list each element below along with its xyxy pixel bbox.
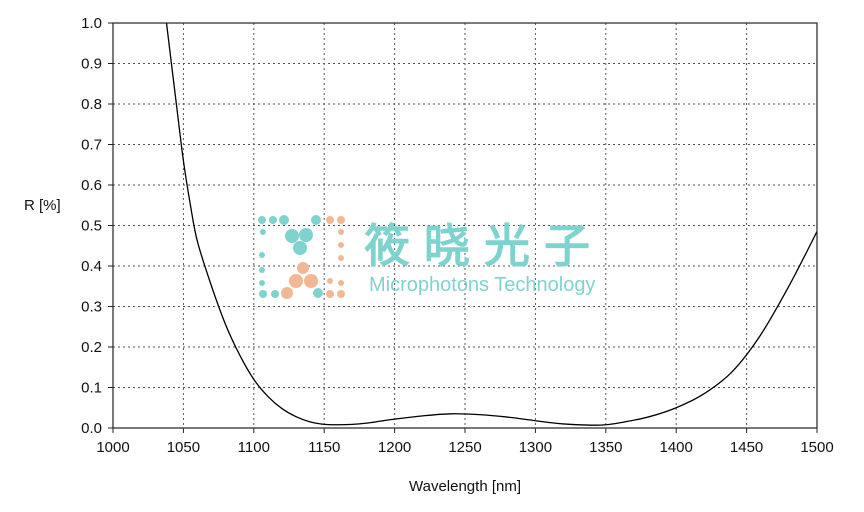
- y-tick-label: 0.4: [81, 258, 102, 275]
- watermark-english-text: Microphotons Technology: [369, 274, 595, 296]
- y-tick-label: 0.8: [81, 96, 102, 113]
- grid-lines: [113, 23, 817, 428]
- watermark-dot: [258, 216, 266, 224]
- x-tick-label: 1050: [167, 439, 200, 456]
- watermark-logo: 筱晓光子 Microphotons Technology: [258, 215, 604, 299]
- watermark-dot: [337, 216, 345, 224]
- x-axis-label: Wavelength [nm]: [409, 478, 521, 495]
- watermark-dot: [285, 229, 299, 243]
- watermark-dot: [338, 255, 344, 261]
- watermark-dot: [259, 280, 265, 286]
- watermark-dot: [297, 262, 309, 274]
- watermark-chinese-text: 筱晓光子: [364, 219, 604, 273]
- x-tick-label: 1300: [519, 439, 552, 456]
- watermark-dot: [299, 228, 313, 242]
- watermark-dot: [327, 278, 333, 284]
- watermark-dot: [313, 288, 323, 298]
- y-tick-label: 1.0: [81, 15, 102, 32]
- watermark-dot: [337, 290, 345, 298]
- x-axis-ticks: 1000 1050 1100 1150 1200 1250 1300 1350 1400 1450…: [96, 428, 834, 456]
- watermark-dot: [259, 290, 267, 298]
- watermark-dot: [279, 215, 289, 225]
- watermark-dot: [281, 287, 293, 299]
- x-tick-label: 1150: [308, 439, 340, 456]
- watermark-dot: [338, 229, 344, 235]
- x-tick-label: 1250: [448, 439, 481, 456]
- y-axis-label: R [%]: [24, 197, 61, 214]
- y-tick-label: 0.1: [81, 380, 102, 397]
- watermark-dot: [271, 290, 279, 298]
- y-tick-label: 0.9: [81, 56, 102, 73]
- watermark-dot: [338, 242, 344, 248]
- watermark-dot: [311, 215, 321, 225]
- y-tick-label: 0.0: [81, 420, 102, 437]
- x-tick-label: 1450: [730, 439, 763, 456]
- watermark-dots-icon: [258, 215, 345, 299]
- x-tick-label: 1100: [238, 439, 270, 456]
- x-tick-label: 1000: [96, 439, 129, 456]
- watermark-dot: [326, 216, 334, 224]
- y-tick-label: 0.3: [81, 299, 102, 316]
- watermark-dot: [269, 216, 277, 224]
- x-tick-label: 1200: [378, 439, 411, 456]
- reflectance-curve: [165, 22, 818, 426]
- x-tick-label: 1500: [800, 439, 833, 456]
- watermark-dot: [259, 267, 265, 273]
- watermark-dot: [260, 229, 266, 235]
- watermark-dot: [304, 274, 318, 288]
- y-tick-label: 0.7: [81, 137, 102, 154]
- watermark-dot: [338, 280, 344, 286]
- y-axis-ticks: 0.0 0.1 0.2 0.3 0.4 0.5 0.6 0.7 0.8 0.9 1.0: [81, 15, 113, 437]
- watermark-dot: [293, 241, 307, 255]
- x-tick-label: 1350: [589, 439, 622, 456]
- y-tick-label: 0.5: [81, 218, 102, 235]
- x-tick-label: 1400: [660, 439, 693, 456]
- watermark-dot: [289, 274, 303, 288]
- y-tick-label: 0.2: [81, 339, 102, 356]
- watermark-dot: [259, 252, 265, 258]
- y-tick-label: 0.6: [81, 177, 102, 194]
- watermark-dot: [326, 290, 334, 298]
